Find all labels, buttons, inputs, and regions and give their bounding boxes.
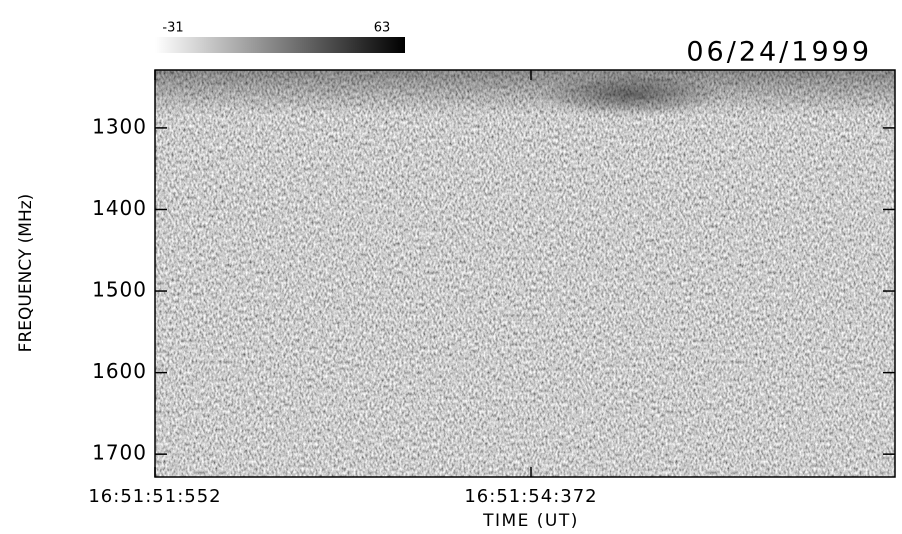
x-axis-label: TIME (UT): [482, 511, 579, 531]
colorbar-max-label: 63: [374, 21, 391, 36]
y-tick-label: 1700: [92, 441, 147, 465]
burst-band: [155, 70, 895, 115]
x-tick-label: 16:51:51:552: [88, 486, 221, 507]
x-tick-label: 16:51:54:372: [464, 486, 597, 507]
colorbar-scale: [155, 37, 405, 53]
noise-field: [155, 70, 895, 477]
y-tick-label: 1500: [92, 278, 147, 302]
chart: -31 63 06/24/1999 TIME (UT) FREQUENCY (MH…: [0, 0, 902, 534]
spectrogram-image: [155, 70, 895, 477]
burst-spot: [540, 73, 720, 117]
y-axis-label: FREQUENCY (MHz): [16, 194, 36, 353]
y-tick-label: 1400: [92, 196, 147, 220]
y-tick-label: 1600: [92, 359, 147, 383]
y-tick-label: 1300: [92, 114, 147, 138]
chart-title: 06/24/1999: [686, 37, 872, 68]
colorbar-min-label: -31: [162, 21, 183, 36]
colorbar: -31 63: [155, 21, 405, 54]
